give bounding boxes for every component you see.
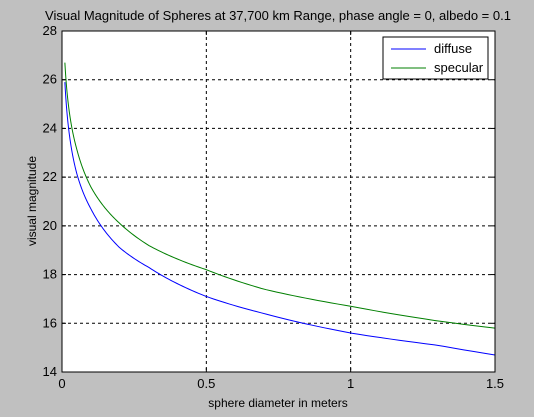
chart-title: Visual Magnitude of Spheres at 37,700 km… bbox=[45, 8, 511, 23]
y-tick-label: 16 bbox=[43, 315, 57, 330]
x-axis-label: sphere diameter in meters bbox=[208, 396, 347, 410]
series-lines bbox=[64, 62, 496, 356]
grid bbox=[62, 31, 495, 372]
legend-label-diffuse: diffuse bbox=[434, 41, 472, 56]
axis-ticks bbox=[61, 30, 496, 373]
plot-border bbox=[61, 30, 496, 373]
y-tick-label: 26 bbox=[43, 72, 57, 87]
legend-box bbox=[382, 36, 489, 80]
y-tick-label: 22 bbox=[43, 169, 57, 184]
legend-label-specular: specular bbox=[434, 60, 484, 75]
y-tick-label: 24 bbox=[43, 120, 57, 135]
x-tick-label: 0 bbox=[58, 376, 65, 391]
y-tick-label: 18 bbox=[43, 267, 57, 282]
series-line-specular bbox=[64, 62, 496, 329]
x-tick-label: 1.5 bbox=[486, 376, 504, 391]
series-line-diffuse bbox=[64, 82, 496, 356]
plot-area bbox=[62, 31, 495, 372]
x-tick-label: 0.5 bbox=[197, 376, 215, 391]
y-tick-label: 28 bbox=[43, 23, 57, 38]
tick-labels: 0 0.5 1 1.5 14 16 18 20 22 24 26 28 bbox=[43, 23, 505, 391]
y-tick-label: 20 bbox=[43, 218, 57, 233]
y-tick-label: 14 bbox=[43, 364, 57, 379]
y-axis-label: visual magnitude bbox=[25, 156, 39, 246]
x-tick-label: 1 bbox=[347, 376, 354, 391]
legend: diffuse specular bbox=[382, 36, 489, 80]
